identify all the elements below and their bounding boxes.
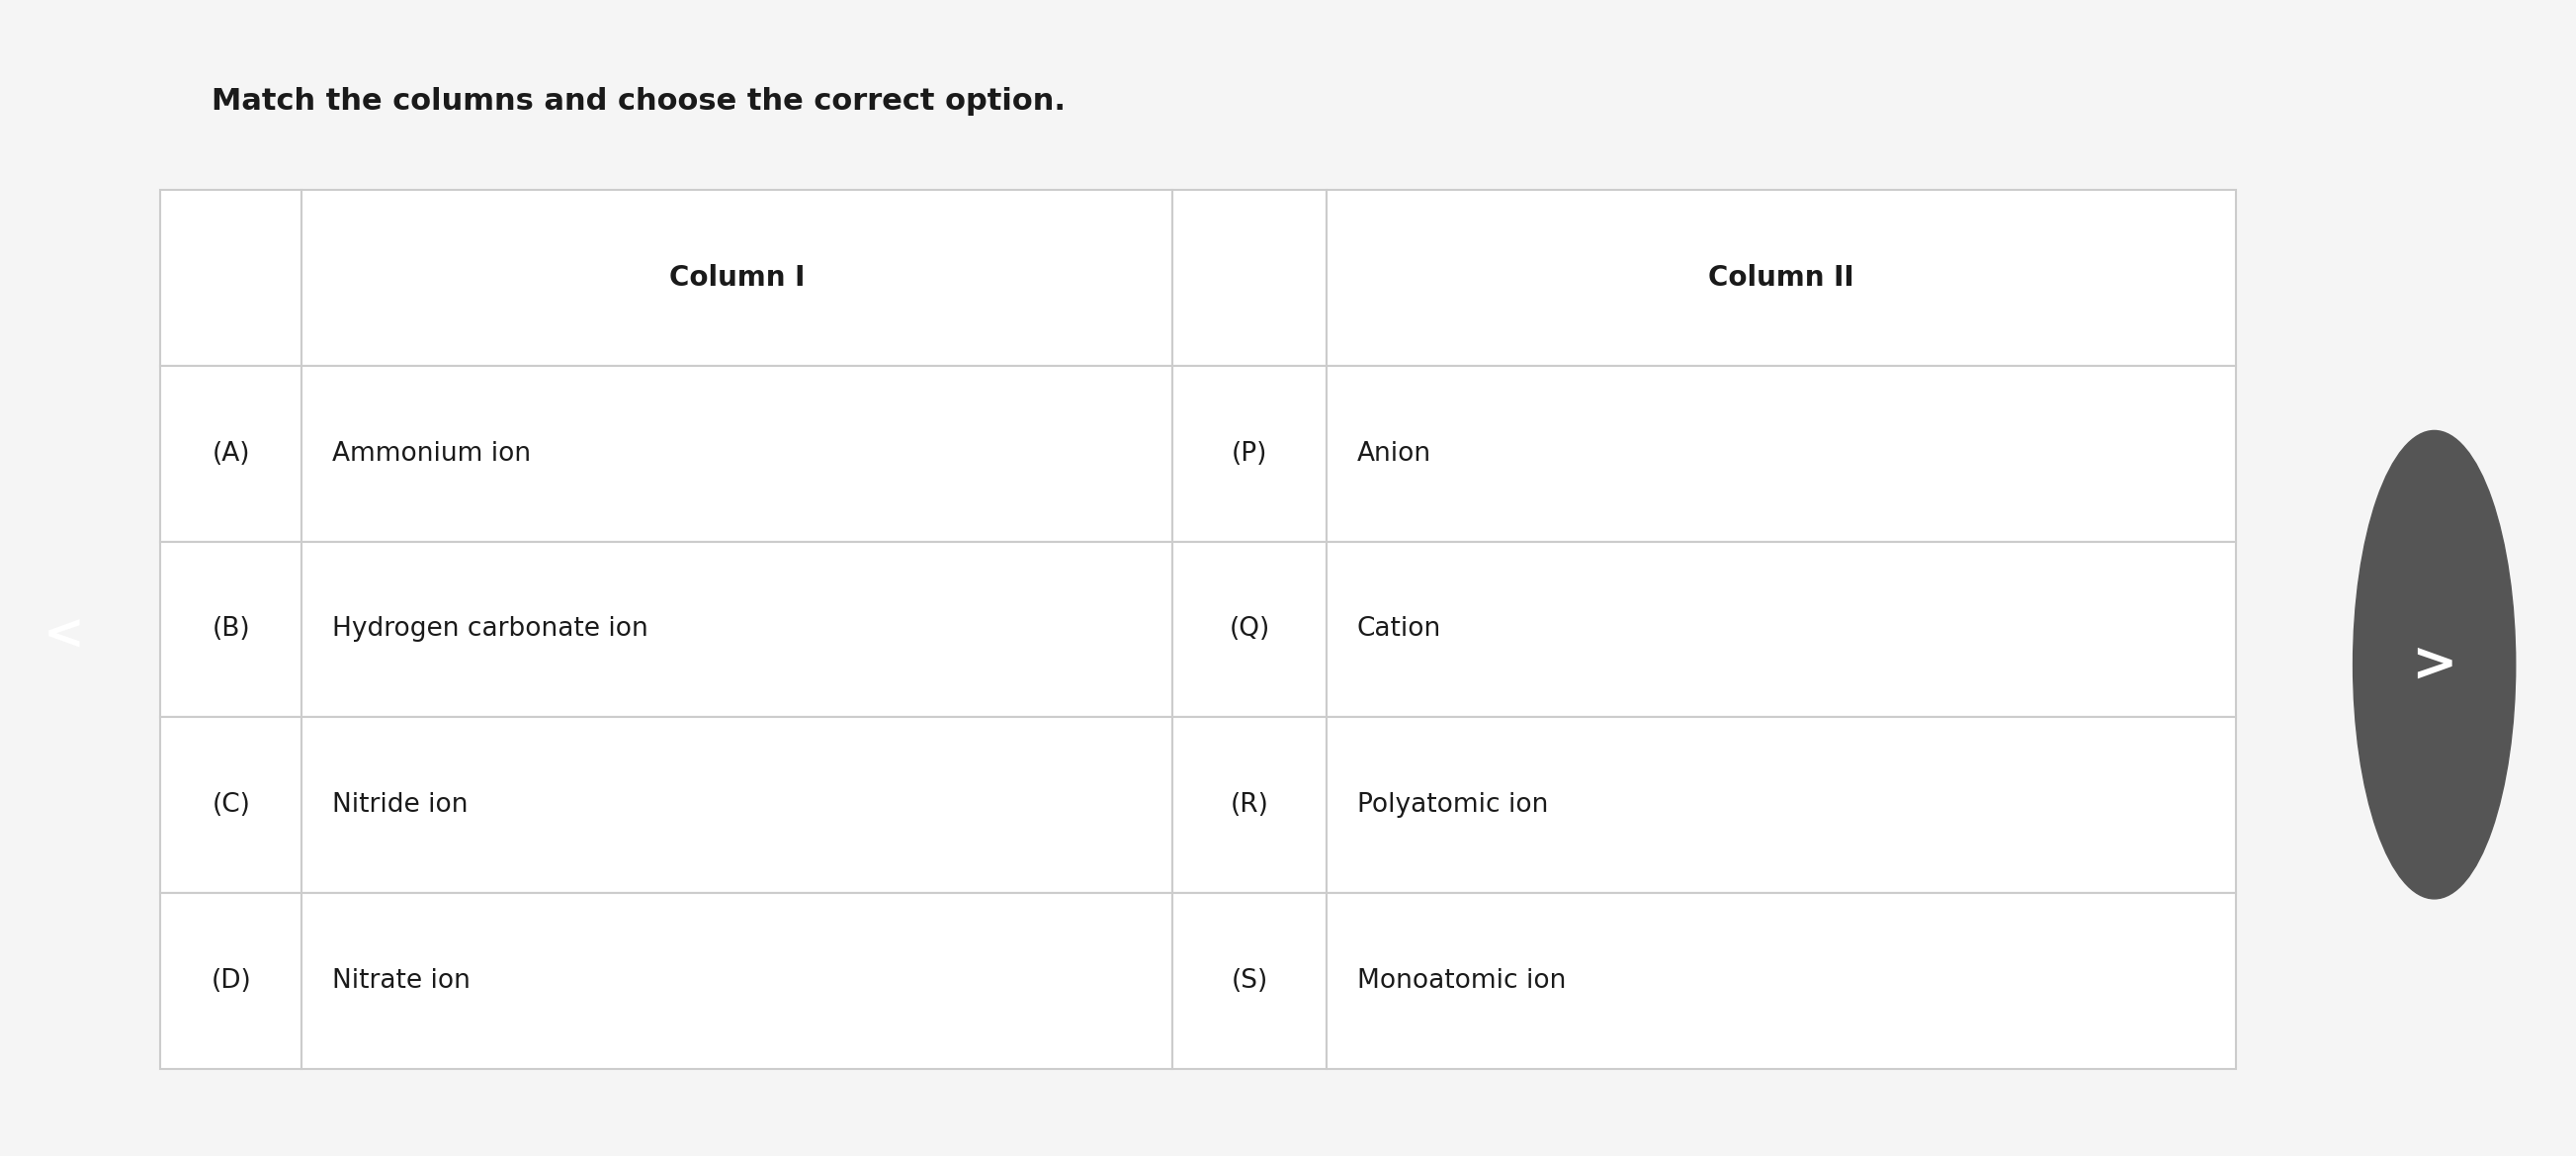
Text: Hydrogen carbonate ion: Hydrogen carbonate ion — [332, 616, 649, 643]
Bar — [160, 718, 301, 894]
Text: (S): (S) — [1231, 969, 1267, 994]
Bar — [301, 541, 1172, 718]
Bar — [301, 190, 1172, 365]
Bar — [301, 718, 1172, 894]
Text: Match the columns and choose the correct option.: Match the columns and choose the correct… — [211, 87, 1066, 116]
Text: (R): (R) — [1231, 793, 1270, 818]
Text: Nitride ion: Nitride ion — [332, 793, 469, 818]
Bar — [1172, 541, 1327, 718]
Bar — [1172, 718, 1327, 894]
Text: Polyatomic ion: Polyatomic ion — [1358, 793, 1548, 818]
Text: (D): (D) — [211, 969, 252, 994]
Text: Nitrate ion: Nitrate ion — [332, 969, 471, 994]
Text: Monoatomic ion: Monoatomic ion — [1358, 969, 1566, 994]
Bar — [1172, 894, 1327, 1069]
Bar — [1327, 894, 2236, 1069]
Bar — [1172, 365, 1327, 541]
Bar — [160, 190, 301, 365]
Bar — [1172, 190, 1327, 365]
Text: >: > — [2411, 638, 2458, 691]
Text: Ammonium ion: Ammonium ion — [332, 440, 531, 466]
Text: Anion: Anion — [1358, 440, 1432, 466]
Bar — [1327, 718, 2236, 894]
Text: (Q): (Q) — [1229, 616, 1270, 643]
Bar — [1327, 190, 2236, 365]
Bar — [301, 365, 1172, 541]
Bar — [160, 894, 301, 1069]
Bar — [1327, 541, 2236, 718]
Text: (B): (B) — [211, 616, 250, 643]
Circle shape — [2354, 431, 2514, 899]
Bar — [160, 365, 301, 541]
Text: Column II: Column II — [1708, 264, 1855, 291]
Bar — [1327, 365, 2236, 541]
Text: <: < — [44, 612, 85, 660]
Text: (P): (P) — [1231, 440, 1267, 466]
Text: Column I: Column I — [670, 264, 806, 291]
Text: Cation: Cation — [1358, 616, 1443, 643]
Bar — [160, 541, 301, 718]
Text: (C): (C) — [211, 793, 250, 818]
Text: (A): (A) — [211, 440, 250, 466]
Bar — [301, 894, 1172, 1069]
